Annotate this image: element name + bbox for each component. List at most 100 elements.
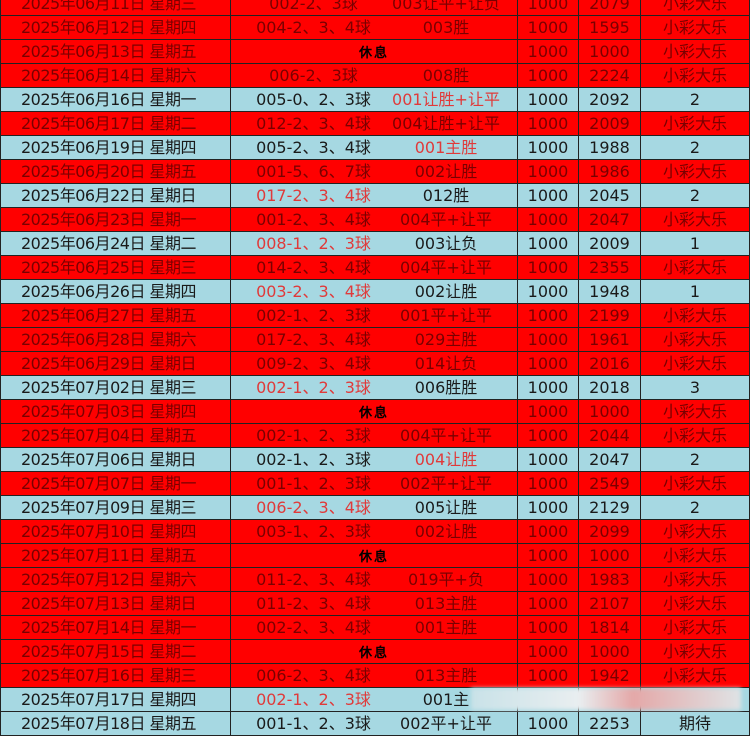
amount-cell: 2079	[579, 0, 641, 15]
stake-cell: 1000	[518, 664, 579, 687]
table-row: 2025年06月12日 星期四 004-2、3、4球 003胜 1000 1595 小彩大…	[1, 16, 750, 40]
goals-pick: 006-2、3、4球	[256, 498, 371, 517]
pick-cell: 休息	[231, 40, 518, 63]
goals-pick: 008-1、2、3球	[256, 234, 371, 253]
stake-cell: 1000	[518, 208, 579, 231]
table-row: 2025年06月27日 星期五 002-1、2、3球 001平+让平 1000 2199…	[1, 304, 750, 328]
amount-cell: 1000	[579, 544, 641, 567]
result-pick: 012胜	[422, 186, 470, 205]
stake-cell: 1000	[518, 328, 579, 351]
goals-pick: 001-2、3、4球	[256, 210, 371, 229]
table-row: 2025年06月28日 星期六 017-2、3、4球 029主胜 1000 1961 小彩…	[1, 328, 750, 352]
date-cell: 2025年06月25日 星期三	[1, 256, 231, 279]
pick-cell: 005-2、3、4球 001主胜	[231, 136, 518, 159]
amount-cell: 1000	[579, 40, 641, 63]
goals-pick: 002-1、2、3球	[256, 306, 371, 325]
outcome-cell: 小彩大乐	[641, 520, 750, 543]
stake-cell: 1000	[518, 112, 579, 135]
pick-cell: 休息	[231, 640, 518, 663]
table-row: 2025年06月13日 星期五 休息 1000 1000 小彩大乐	[1, 40, 750, 64]
result-pick: 002让胜	[414, 522, 478, 541]
outcome-cell: 小彩大乐	[641, 664, 750, 687]
pick-cell: 008-1、2、3球 003让负	[231, 232, 518, 255]
outcome-cell: 2	[641, 88, 750, 111]
table-row: 2025年07月09日 星期三 006-2、3、4球 005让胜 1000 2129 2	[1, 496, 750, 520]
outcome-cell: 小彩大乐	[641, 424, 750, 447]
amount-cell: 2129	[579, 496, 641, 519]
amount-cell: 2099	[579, 520, 641, 543]
table-row: 2025年07月06日 星期日 002-1、2、3球 004让胜 1000 2047 2	[1, 448, 750, 472]
pick-cell: 002-1、2、3球 004平+让平	[231, 424, 518, 447]
result-pick: 002平+让平	[400, 474, 492, 493]
amount-cell: 1942	[579, 664, 641, 687]
date-cell: 2025年06月27日 星期五	[1, 304, 231, 327]
outcome-cell: 小彩大乐	[641, 208, 750, 231]
date-cell: 2025年06月29日 星期日	[1, 352, 231, 375]
outcome-cell: 小彩大乐	[641, 616, 750, 639]
outcome-cell: 小彩大乐	[641, 352, 750, 375]
outcome-cell: 小彩大乐	[641, 568, 750, 591]
table-row: 2025年07月10日 星期四 003-1、2、3球 002让胜 1000 2099 小彩…	[1, 520, 750, 544]
result-pick: 004平+让平	[400, 258, 492, 277]
stake-cell: 1000	[518, 640, 579, 663]
goals-pick: 009-2、3、4球	[256, 354, 371, 373]
stake-cell: 1000	[518, 544, 579, 567]
table-row: 2025年07月02日 星期三 002-1、2、3球 006胜胜 1000 2018 3	[1, 376, 750, 400]
result-pick: 003让负	[414, 234, 478, 253]
date-cell: 2025年06月12日 星期四	[1, 16, 231, 39]
date-cell: 2025年07月17日 星期四	[1, 688, 231, 711]
result-pick: 004平+让平	[400, 426, 492, 445]
stake-cell: 1000	[518, 616, 579, 639]
amount-cell: 2107	[579, 592, 641, 615]
amount-cell: 2047	[579, 448, 641, 471]
stake-cell: 1000	[518, 376, 579, 399]
result-pick: 006胜胜	[414, 378, 478, 397]
stake-cell: 1000	[518, 40, 579, 63]
pick-cell: 011-2、3、4球 019平+负	[231, 568, 518, 591]
result-pick: 003胜	[422, 18, 470, 37]
amount-cell: 1595	[579, 16, 641, 39]
stake-cell: 1000	[518, 568, 579, 591]
goals-pick: 005-0、2、3球	[256, 90, 371, 109]
outcome-cell: 小彩大乐	[641, 256, 750, 279]
pick-cell: 009-2、3、4球 014让负	[231, 352, 518, 375]
table-row: 2025年07月04日 星期五 002-1、2、3球 004平+让平 1000 2044…	[1, 424, 750, 448]
date-cell: 2025年07月14日 星期一	[1, 616, 231, 639]
amount-cell: 1986	[579, 160, 641, 183]
stake-cell: 1000	[518, 712, 579, 735]
table-row: 2025年06月14日 星期六 006-2、3球 008胜 1000 2224 小彩大乐	[1, 64, 750, 88]
result-pick: 005让胜	[414, 498, 478, 517]
result-pick: 001让胜+让平	[392, 90, 500, 109]
amount-cell: 1961	[579, 328, 641, 351]
result-pick: 001主胜	[414, 138, 478, 157]
date-cell: 2025年07月04日 星期五	[1, 424, 231, 447]
goals-pick: 001-1、2、3球	[256, 714, 371, 733]
stake-cell: 1000	[518, 424, 579, 447]
pick-cell: 002-2、3球 003让平+让负	[231, 0, 518, 15]
amount-cell: 2092	[579, 88, 641, 111]
result-pick: 002平+让平	[400, 714, 492, 733]
date-cell: 2025年06月28日 星期六	[1, 328, 231, 351]
outcome-cell: 小彩大乐	[641, 160, 750, 183]
table-row: 2025年06月25日 星期三 014-2、3、4球 004平+让平 1000 2355…	[1, 256, 750, 280]
date-cell: 2025年07月13日 星期日	[1, 592, 231, 615]
date-cell: 2025年07月09日 星期三	[1, 496, 231, 519]
table-row: 2025年06月20日 星期五 001-5、6、7球 002让胜 1000 1986 小彩…	[1, 160, 750, 184]
result-pick: 008胜	[422, 66, 470, 85]
pick-cell: 002-2、3、4球 001主胜	[231, 616, 518, 639]
pick-cell: 006-2、3球 008胜	[231, 64, 518, 87]
pick-cell: 休息	[231, 400, 518, 423]
result-pick: 013主胜	[414, 594, 478, 613]
table-row: 2025年07月13日 星期日 011-2、3、4球 013主胜 1000 2107 小彩…	[1, 592, 750, 616]
date-cell: 2025年06月23日 星期一	[1, 208, 231, 231]
stake-cell: 1000	[518, 184, 579, 207]
amount-cell: 1948	[579, 280, 641, 303]
amount-cell: 2044	[579, 424, 641, 447]
amount-cell: 2549	[579, 472, 641, 495]
date-cell: 2025年07月11日 星期五	[1, 544, 231, 567]
goals-pick: 011-2、3、4球	[256, 594, 371, 613]
goals-pick: 012-2、3、4球	[256, 114, 371, 133]
table-row: 2025年07月18日 星期五 001-1、2、3球 002平+让平 1000 2253…	[1, 712, 750, 736]
outcome-cell: 小彩大乐	[641, 304, 750, 327]
